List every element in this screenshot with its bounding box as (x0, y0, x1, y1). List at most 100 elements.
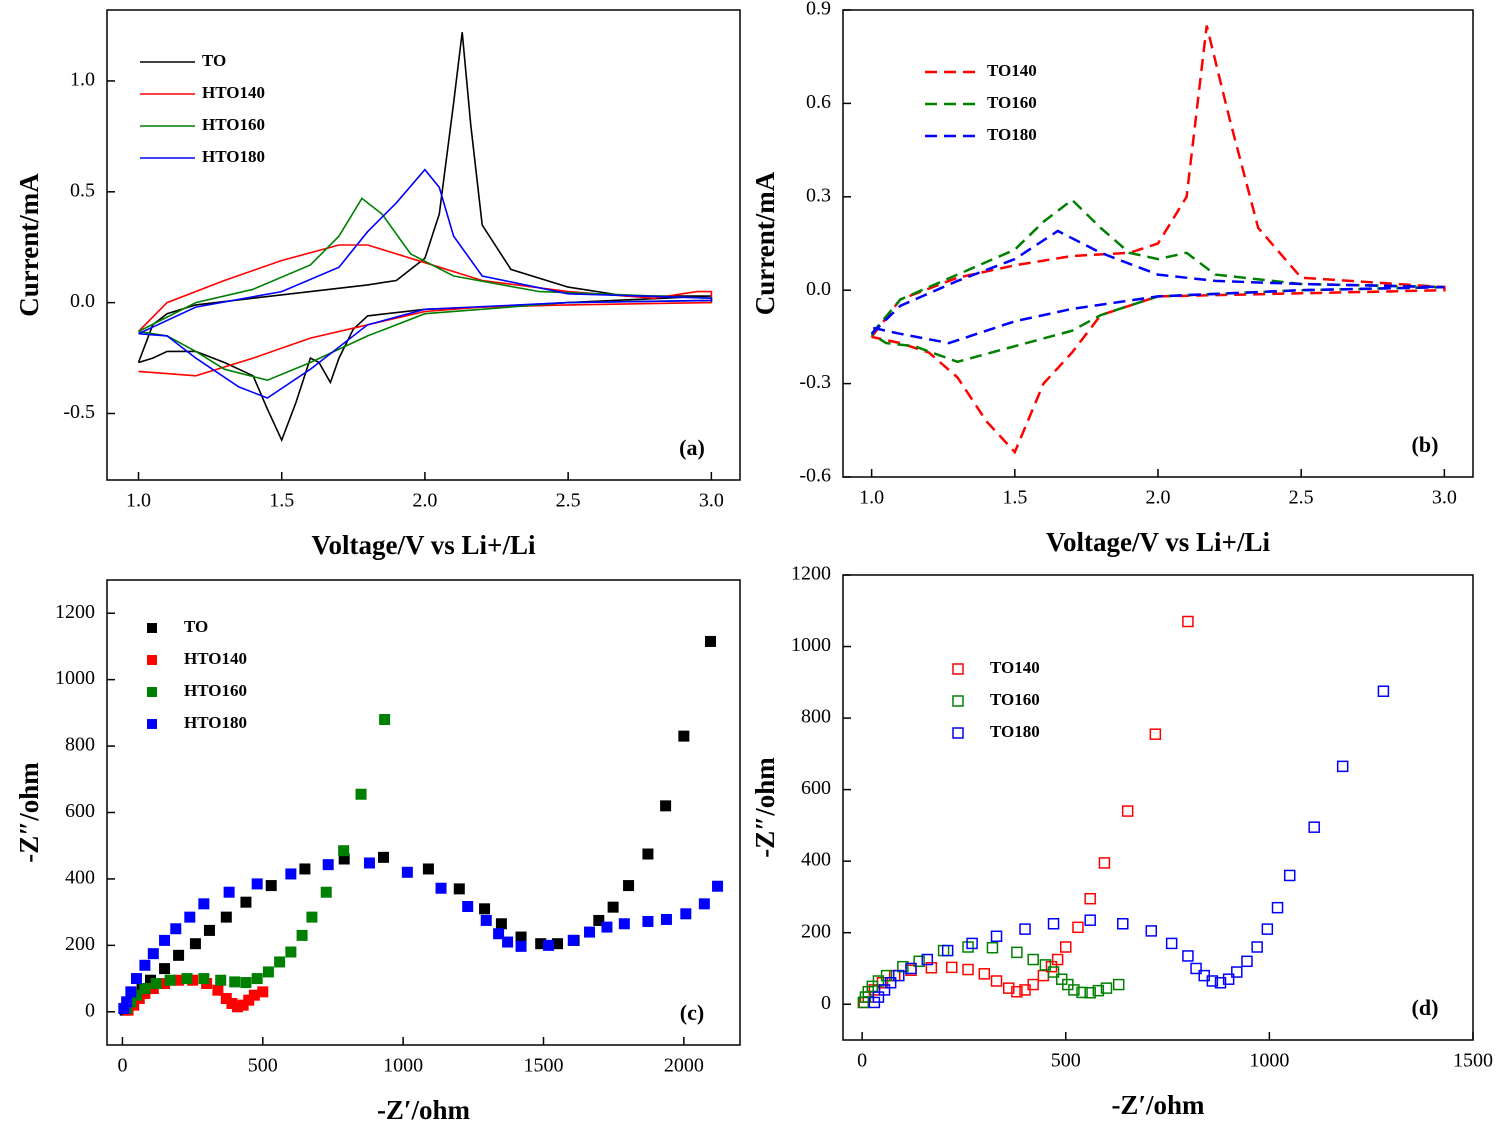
cv-curve (870, 25, 1446, 455)
x-tick-label: 1500 (1453, 1050, 1493, 1072)
y-tick-label: 0.9 (806, 0, 831, 20)
panel-label: (b) (1412, 432, 1439, 457)
legend-swatch (952, 727, 964, 739)
y-tick-label: 0.6 (806, 91, 831, 113)
data-point (945, 961, 958, 974)
data-point (880, 969, 893, 982)
data-point (1182, 950, 1194, 962)
data-point (226, 997, 238, 1009)
y-tick-label: 0 (821, 992, 831, 1014)
y-tick-label: 1000 (55, 667, 95, 689)
data-point (1092, 984, 1105, 997)
data-point (925, 961, 938, 974)
data-point (379, 714, 391, 725)
data-point (173, 949, 185, 961)
data-point (257, 986, 269, 998)
legend-label: TO (202, 51, 226, 70)
cv-curve (870, 198, 1445, 364)
plot-frame (842, 574, 1474, 1041)
data-point (515, 931, 527, 943)
y-tick-label: 200 (801, 920, 831, 942)
data-point (320, 886, 332, 898)
legend-swatch (952, 695, 964, 707)
panel-label: (d) (1412, 995, 1439, 1020)
data-point (601, 921, 613, 933)
legend-label: TO140 (990, 658, 1040, 677)
x-tick-label: 3.0 (699, 490, 724, 512)
data-point (1002, 982, 1015, 994)
y-axis-label: Current/mA (14, 173, 44, 317)
data-point (212, 984, 224, 996)
data-point (322, 859, 334, 871)
data-point (1117, 918, 1129, 930)
data-point (872, 991, 885, 1003)
legend-label: HTO140 (202, 83, 265, 102)
data-point (248, 989, 260, 1001)
data-point (338, 853, 350, 865)
legend-label: TO (184, 617, 208, 636)
y-tick-label: 1000 (791, 634, 831, 656)
y-axis-label: -Z″/ohm (750, 757, 780, 858)
x-tick-label: 0 (117, 1055, 127, 1077)
data-point (262, 966, 274, 978)
data-point (941, 944, 954, 957)
data-point (435, 882, 447, 894)
data-point (147, 948, 159, 960)
data-point (1100, 982, 1113, 994)
data-point (203, 924, 215, 936)
y-tick-label: -0.6 (799, 465, 831, 487)
data-point (338, 845, 350, 857)
x-axis-label: Voltage/V vs Li+/Li (312, 530, 536, 560)
data-point (535, 938, 547, 950)
data-point (189, 938, 201, 950)
data-point (1076, 986, 1088, 999)
data-point (893, 969, 905, 982)
y-tick-label: 800 (801, 706, 831, 728)
legend-label: TO180 (987, 125, 1037, 144)
data-point (1047, 918, 1060, 930)
data-point (1047, 966, 1060, 978)
data-point (306, 911, 318, 923)
data-point (878, 984, 891, 996)
data-point (139, 983, 151, 995)
legend-swatch (147, 719, 157, 729)
y-tick-label: 0 (85, 999, 95, 1021)
data-point (1149, 728, 1162, 740)
data-point (237, 999, 249, 1011)
data-point (660, 913, 672, 925)
y-tick-label: 600 (65, 800, 95, 822)
y-tick-label: -0.5 (63, 401, 95, 423)
data-point (1121, 805, 1134, 817)
x-tick-label: 1000 (383, 1055, 423, 1077)
data-point (187, 974, 199, 986)
cv-curve (870, 229, 1445, 345)
y-tick-label: 600 (801, 777, 831, 799)
data-point (181, 973, 193, 985)
data-point (1283, 869, 1296, 882)
data-point (1084, 987, 1096, 999)
plot-area (137, 32, 713, 443)
data-point (220, 993, 232, 1004)
data-point (453, 883, 465, 895)
data-point (159, 934, 171, 946)
data-point (678, 730, 690, 742)
data-point (905, 962, 917, 975)
y-tick-label: 800 (65, 734, 95, 756)
data-point (990, 930, 1003, 943)
data-point (232, 1001, 244, 1013)
data-point (1241, 955, 1253, 968)
y-tick-label: 400 (801, 849, 831, 871)
data-point (462, 900, 474, 912)
x-tick-label: 2.0 (412, 490, 437, 512)
data-point (618, 918, 630, 930)
x-tick-label: 2.5 (556, 490, 581, 512)
data-point (229, 976, 241, 988)
x-tick-label: 500 (248, 1055, 278, 1077)
data-point (240, 896, 252, 908)
x-tick-label: 2.0 (1146, 487, 1171, 509)
data-point (1098, 857, 1111, 869)
y-tick-label: 0.5 (70, 179, 95, 201)
x-axis-label: Voltage/V vs Li+/Li (1046, 527, 1270, 557)
legend-swatch (147, 655, 157, 665)
data-point (607, 901, 619, 913)
